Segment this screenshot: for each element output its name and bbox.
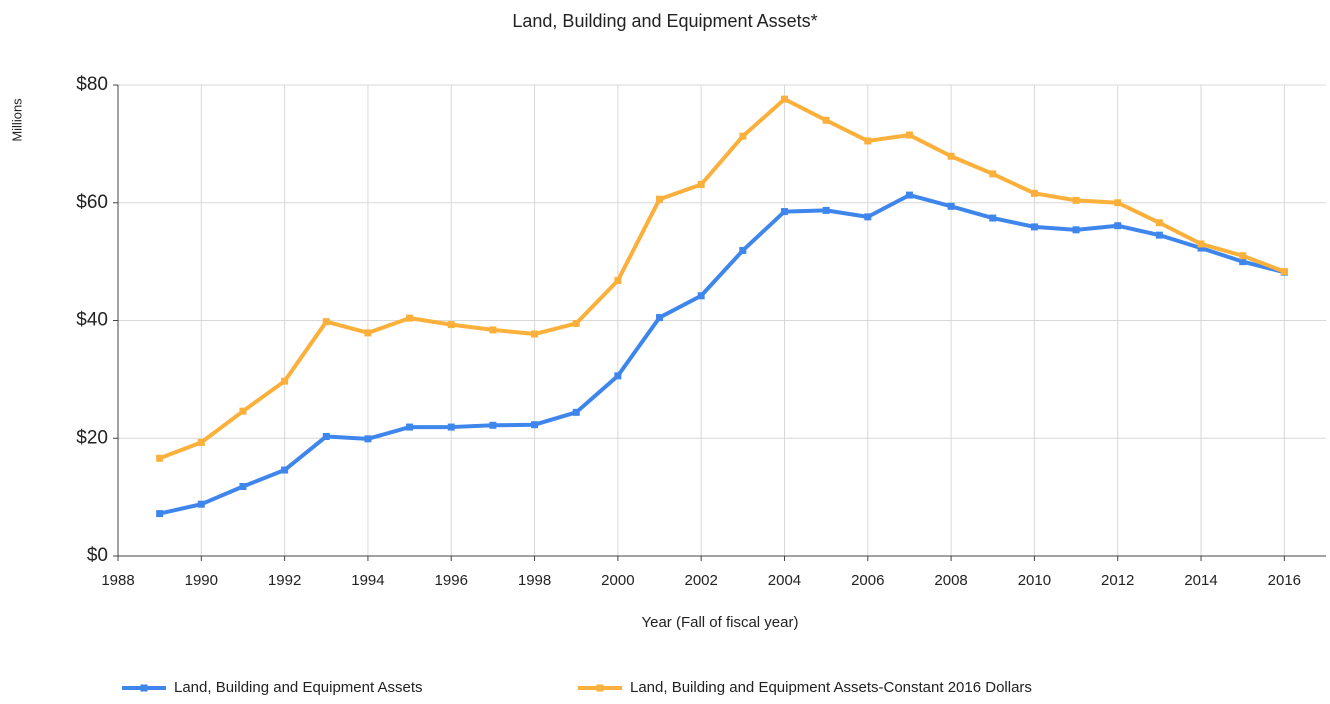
x-tick-label: 2000 [601, 572, 634, 589]
y-tick-label: $40 [76, 310, 108, 331]
point [1114, 199, 1122, 207]
x-tick-label: 1988 [101, 572, 134, 589]
chart-title: Land, Building and Equipment Assets* [512, 11, 817, 31]
point [739, 132, 747, 140]
point [614, 276, 622, 284]
point [1239, 258, 1247, 266]
point [697, 292, 705, 300]
point [406, 314, 414, 322]
point [989, 170, 997, 178]
point [531, 421, 539, 429]
point [656, 314, 664, 322]
legend-swatch-point [140, 684, 148, 692]
x-tick-label: 2004 [768, 572, 801, 589]
point [1030, 223, 1038, 231]
point [1114, 222, 1122, 230]
x-axis-label: Year (Fall of fiscal year) [641, 614, 798, 631]
point [197, 438, 205, 446]
point [364, 435, 372, 443]
point [1072, 226, 1080, 234]
point [947, 152, 955, 160]
point [614, 372, 622, 380]
point [572, 319, 580, 327]
series-line [159, 193, 1285, 516]
x-tick-label: 2016 [1268, 572, 1301, 589]
point [531, 330, 539, 338]
point [281, 466, 289, 474]
y-tick-label: $20 [76, 427, 108, 448]
x-tick-label: 1996 [435, 572, 468, 589]
point [406, 423, 414, 431]
point [905, 191, 913, 199]
point [239, 407, 247, 415]
y-axis-label: Millions [9, 98, 24, 142]
point [822, 116, 830, 124]
point [489, 326, 497, 334]
legend-label: Land, Building and Equipment Assets [174, 679, 423, 696]
point [489, 421, 497, 429]
point [905, 131, 913, 139]
point [656, 195, 664, 203]
point [864, 213, 872, 221]
y-tick-label: $0 [87, 545, 108, 566]
point [1197, 240, 1205, 248]
point [989, 214, 997, 222]
point [947, 202, 955, 210]
x-tick-label: 2002 [684, 572, 717, 589]
point [822, 206, 830, 214]
point [281, 377, 289, 385]
point [1030, 189, 1038, 197]
x-tick-label: 1992 [268, 572, 301, 589]
point [239, 483, 247, 491]
x-tick-label: 2008 [934, 572, 967, 589]
legend-swatch-point [596, 684, 604, 692]
point [572, 408, 580, 416]
point [780, 95, 788, 103]
x-tick-label: 2014 [1184, 572, 1217, 589]
point [739, 246, 747, 254]
point [156, 454, 164, 462]
point [780, 208, 788, 216]
point [197, 500, 205, 508]
x-tick-label: 1990 [185, 572, 218, 589]
x-tick-label: 2010 [1018, 572, 1051, 589]
x-tick-label: 2012 [1101, 572, 1134, 589]
x-tick-label: 1998 [518, 572, 551, 589]
point [1239, 252, 1247, 260]
y-tick-label: $60 [76, 192, 108, 213]
point [1155, 231, 1163, 239]
point [364, 329, 372, 337]
series-line [158, 97, 1286, 461]
x-tick-label: 2006 [851, 572, 884, 589]
point [864, 137, 872, 145]
x-tick-label: 1994 [351, 572, 384, 589]
point [1155, 219, 1163, 227]
point [322, 318, 330, 326]
point [447, 423, 455, 431]
point [156, 510, 164, 518]
point [322, 432, 330, 440]
point [1197, 244, 1205, 252]
point [1280, 268, 1288, 276]
point [697, 180, 705, 188]
legend-label: Land, Building and Equipment Assets-Cons… [630, 679, 1032, 696]
point [447, 321, 455, 329]
y-tick-label: $80 [76, 74, 108, 95]
point [1072, 196, 1080, 204]
